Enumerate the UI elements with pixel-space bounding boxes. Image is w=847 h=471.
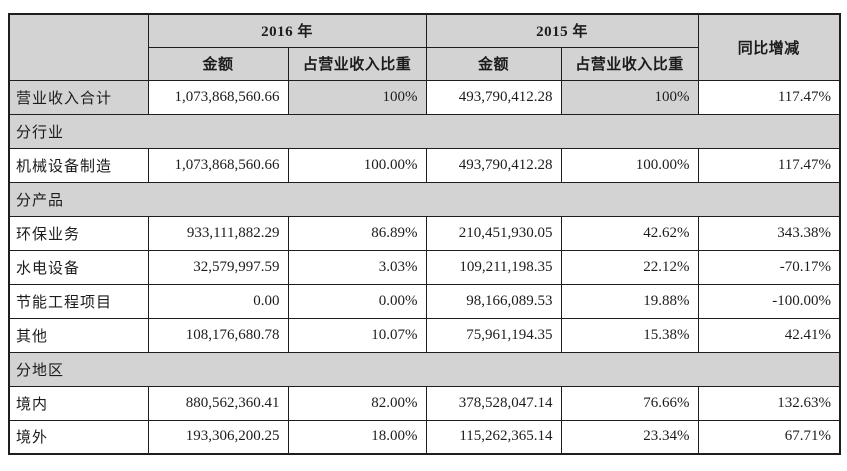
amount-2016-cell: 193,306,200.25	[147, 419, 289, 455]
yoy-cell: 343.38%	[697, 215, 841, 251]
amount-2016-cell: 933,111,882.29	[147, 215, 289, 251]
amount-2015-cell: 493,790,412.28	[425, 147, 562, 183]
ratio-2016-header: 占营业收入比重	[287, 46, 427, 81]
table-row: 机械设备制造 1,073,868,560.66 100.00% 493,790,412…	[8, 147, 841, 183]
pct-2015-cell: 76.66%	[560, 385, 699, 421]
pct-2015-cell: 15.38%	[560, 317, 699, 353]
pct-2016-cell: 0.00%	[287, 283, 427, 319]
amount-2015-cell: 210,451,930.05	[425, 215, 562, 251]
section-label-cell: 分地区	[8, 351, 841, 387]
amount-2016-cell: 880,562,360.41	[147, 385, 289, 421]
table-row: 境内 880,562,360.41 82.00% 378,528,047.14 76.6…	[8, 385, 841, 421]
yoy-cell: 67.71%	[697, 419, 841, 455]
pct-2015-cell: 19.88%	[560, 283, 699, 319]
amount-2016-cell: 1,073,868,560.66	[147, 79, 289, 115]
amount-2015-cell: 109,211,198.35	[425, 249, 562, 285]
table-row: 水电设备 32,579,997.59 3.03% 109,211,198.35 22.1…	[8, 249, 841, 285]
year-2016-header: 2016 年	[147, 13, 427, 48]
amount-2016-cell: 0.00	[147, 283, 289, 319]
amount-2016-cell: 1,073,868,560.66	[147, 147, 289, 183]
amount-2015-cell: 493,790,412.28	[425, 79, 562, 115]
ratio-2015-header: 占营业收入比重	[560, 46, 699, 81]
yoy-cell: -70.17%	[697, 249, 841, 285]
section-label-cell: 分行业	[8, 113, 841, 149]
pct-2016-cell: 86.89%	[287, 215, 427, 251]
table-row: 节能工程项目 0.00 0.00% 98,166,089.53 19.88% -100.0…	[8, 283, 841, 319]
amount-2016-cell: 32,579,997.59	[147, 249, 289, 285]
pct-2016-cell: 3.03%	[287, 249, 427, 285]
pct-2015-cell: 100.00%	[560, 147, 699, 183]
yoy-cell: 132.63%	[697, 385, 841, 421]
yoy-header: 同比增减	[697, 13, 841, 81]
row-label-cell: 水电设备	[8, 249, 149, 285]
pct-2015-cell: 42.62%	[560, 215, 699, 251]
amount-2015-cell: 75,961,194.35	[425, 317, 562, 353]
amount-2015-cell: 115,262,365.14	[425, 419, 562, 455]
row-label-cell: 境内	[8, 385, 149, 421]
pct-2016-cell: 100.00%	[287, 147, 427, 183]
table-row: 其他 108,176,680.78 10.07% 75,961,194.35 15.38…	[8, 317, 841, 353]
yoy-cell: 42.41%	[697, 317, 841, 353]
table-body: 营业收入合计 1,073,868,560.66 100% 493,790,412.28…	[8, 79, 841, 455]
row-label-cell: 机械设备制造	[8, 147, 149, 183]
row-label-cell: 营业收入合计	[8, 79, 149, 115]
row-label-cell: 环保业务	[8, 215, 149, 251]
yoy-cell: 117.47%	[697, 147, 841, 183]
pct-2016-cell: 10.07%	[287, 317, 427, 353]
section-row: 分地区	[8, 351, 841, 387]
corner-cell	[8, 13, 149, 81]
table-row: 境外 193,306,200.25 18.00% 115,262,365.14 23.3…	[8, 419, 841, 455]
row-label-cell: 境外	[8, 419, 149, 455]
pct-2015-cell: 100%	[560, 79, 699, 115]
pct-2016-cell: 18.00%	[287, 419, 427, 455]
yoy-cell: -100.00%	[697, 283, 841, 319]
year-2015-header: 2015 年	[425, 13, 699, 48]
row-label-cell: 其他	[8, 317, 149, 353]
amount-2015-header: 金额	[425, 46, 562, 81]
table-row: 营业收入合计 1,073,868,560.66 100% 493,790,412.28…	[8, 79, 841, 115]
amount-2016-header: 金额	[147, 46, 289, 81]
header-row-years: 2016 年 2015 年 同比增减	[8, 13, 841, 81]
yoy-cell: 117.47%	[697, 79, 841, 115]
header-row-metrics: 金额 占营业收入比重 金额 占营业收入比重	[9, 46, 840, 81]
section-label-cell: 分产品	[8, 181, 841, 217]
row-label-cell: 节能工程项目	[8, 283, 149, 319]
pct-2016-cell: 82.00%	[287, 385, 427, 421]
section-row: 分行业	[8, 113, 841, 149]
revenue-breakdown-table-wrap: 2016 年 2015 年 同比增减 金额 占营业收入比重 金额 占营业收入比重…	[8, 13, 842, 455]
table-row: 环保业务 933,111,882.29 86.89% 210,451,930.05 42…	[8, 215, 841, 251]
amount-2015-cell: 98,166,089.53	[425, 283, 562, 319]
amount-2016-cell: 108,176,680.78	[147, 317, 289, 353]
pct-2015-cell: 23.34%	[560, 419, 699, 455]
section-row: 分产品	[8, 181, 841, 217]
pct-2015-cell: 22.12%	[560, 249, 699, 285]
revenue-breakdown-table: 2016 年 2015 年 同比增减 金额 占营业收入比重 金额 占营业收入比重…	[8, 13, 842, 455]
amount-2015-cell: 378,528,047.14	[425, 385, 562, 421]
pct-2016-cell: 100%	[287, 79, 427, 115]
